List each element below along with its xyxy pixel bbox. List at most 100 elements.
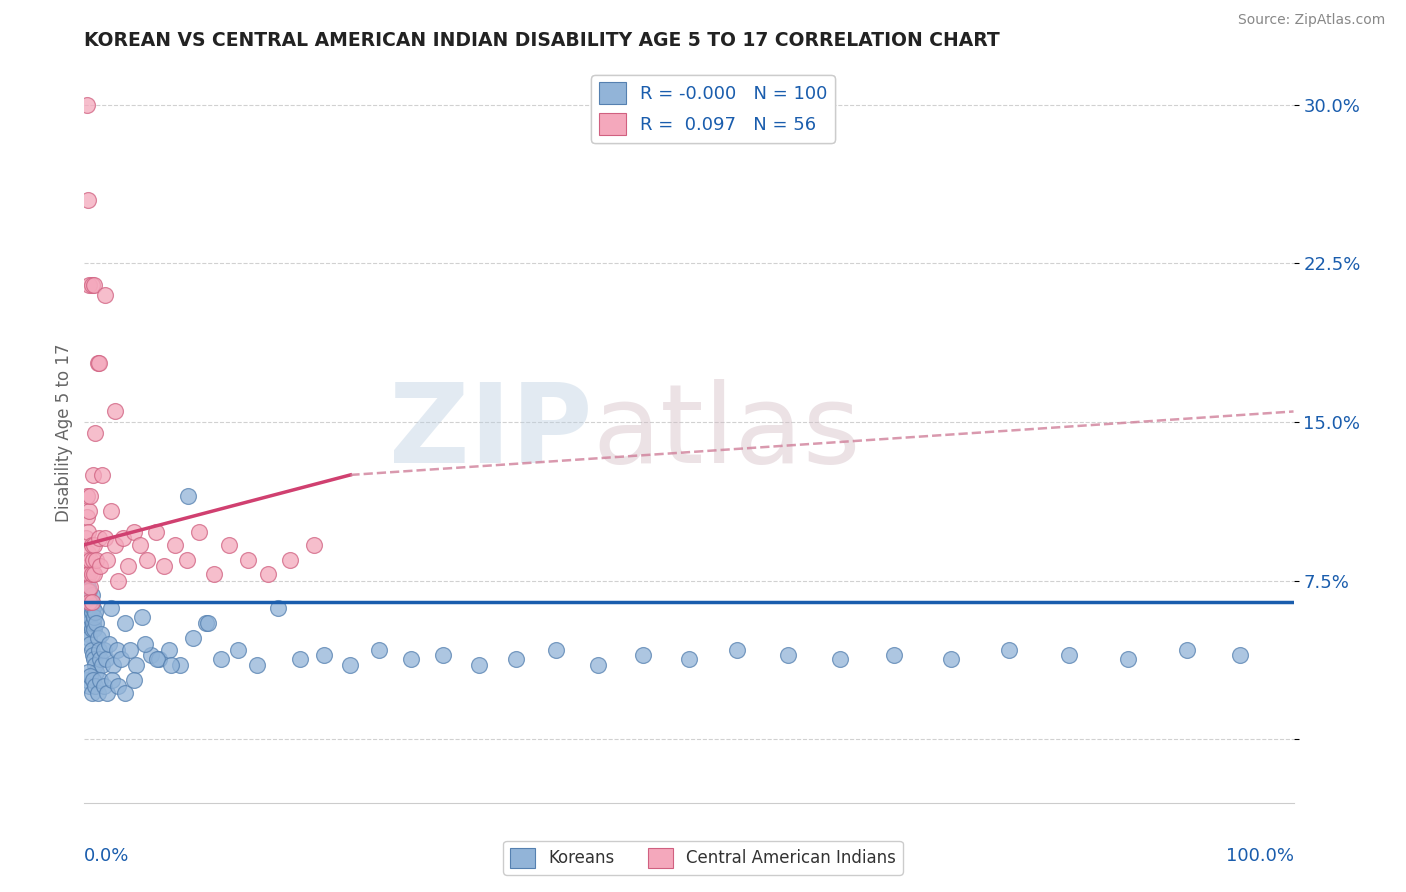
Point — [80, 643, 103, 657]
Point — [139, 648, 162, 662]
Point — [80, 606, 103, 620]
Point — [246, 658, 269, 673]
Point — [91, 658, 114, 673]
Point — [84, 425, 107, 440]
Point — [181, 631, 204, 645]
Point — [77, 615, 100, 630]
Point — [631, 648, 654, 662]
Point — [83, 277, 105, 292]
Point — [830, 652, 852, 666]
Point — [267, 601, 290, 615]
Point — [195, 615, 218, 630]
Point — [188, 524, 211, 539]
Point — [112, 532, 135, 546]
Point — [79, 637, 101, 651]
Point — [197, 615, 219, 630]
Point — [114, 686, 136, 700]
Point — [77, 277, 100, 292]
Point — [312, 648, 335, 662]
Point — [86, 552, 108, 566]
Point — [75, 601, 97, 615]
Point — [77, 601, 100, 615]
Point — [76, 510, 98, 524]
Point — [77, 193, 100, 207]
Text: 0.0%: 0.0% — [84, 847, 129, 865]
Point — [104, 404, 127, 418]
Point — [134, 637, 156, 651]
Point — [76, 489, 98, 503]
Point — [77, 680, 100, 694]
Point — [80, 277, 103, 292]
Point — [79, 580, 101, 594]
Legend: Koreans, Central American Indians: Koreans, Central American Indians — [503, 841, 903, 875]
Point — [77, 631, 100, 645]
Point — [82, 673, 104, 687]
Point — [120, 643, 142, 657]
Point — [368, 643, 391, 657]
Point — [75, 532, 97, 546]
Point — [176, 552, 198, 566]
Point — [1229, 648, 1251, 662]
Point — [80, 595, 103, 609]
Point — [86, 631, 108, 645]
Point — [83, 609, 105, 624]
Point — [107, 574, 129, 588]
Point — [998, 643, 1021, 657]
Point — [103, 658, 125, 673]
Point — [399, 652, 422, 666]
Point — [87, 356, 110, 370]
Point — [77, 546, 100, 560]
Text: ZIP: ZIP — [389, 379, 592, 486]
Point — [77, 595, 100, 609]
Point — [82, 601, 104, 615]
Point — [77, 665, 100, 679]
Point — [96, 552, 118, 566]
Point — [153, 558, 176, 573]
Point — [84, 680, 107, 694]
Point — [883, 648, 905, 662]
Point — [165, 538, 187, 552]
Point — [725, 643, 748, 657]
Y-axis label: Disability Age 5 to 17: Disability Age 5 to 17 — [55, 343, 73, 522]
Point — [83, 567, 105, 582]
Point — [1175, 643, 1198, 657]
Point — [82, 467, 104, 482]
Point — [129, 538, 152, 552]
Point — [82, 615, 104, 630]
Point — [89, 558, 111, 573]
Point — [91, 467, 114, 482]
Point — [588, 658, 610, 673]
Point — [75, 584, 97, 599]
Point — [82, 552, 104, 566]
Point — [339, 658, 361, 673]
Point — [79, 609, 101, 624]
Point — [76, 97, 98, 112]
Point — [236, 552, 259, 566]
Point — [114, 615, 136, 630]
Point — [80, 589, 103, 603]
Point — [77, 584, 100, 599]
Point — [79, 552, 101, 566]
Point — [83, 652, 105, 666]
Point — [107, 680, 129, 694]
Point — [76, 567, 98, 582]
Point — [89, 673, 111, 687]
Point — [226, 643, 249, 657]
Point — [76, 606, 98, 620]
Point — [77, 567, 100, 582]
Point — [77, 626, 100, 640]
Point — [678, 652, 700, 666]
Point — [544, 643, 567, 657]
Point — [79, 489, 101, 503]
Point — [257, 567, 280, 582]
Legend: R = -0.000   N = 100, R =  0.097   N = 56: R = -0.000 N = 100, R = 0.097 N = 56 — [592, 75, 835, 143]
Point — [82, 648, 104, 662]
Point — [90, 626, 112, 640]
Point — [505, 652, 527, 666]
Point — [148, 652, 170, 666]
Point — [100, 601, 122, 615]
Point — [160, 658, 183, 673]
Point — [146, 652, 169, 666]
Point — [75, 595, 97, 609]
Point — [79, 595, 101, 609]
